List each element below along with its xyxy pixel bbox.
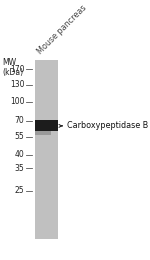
- Text: 55: 55: [15, 132, 24, 141]
- Text: Carboxypeptidase B: Carboxypeptidase B: [67, 121, 148, 131]
- Text: 35: 35: [15, 164, 24, 173]
- Text: MW
(kDa): MW (kDa): [2, 58, 23, 77]
- Bar: [35, 120, 58, 131]
- Text: 130: 130: [10, 80, 24, 89]
- Text: 170: 170: [10, 65, 24, 74]
- Bar: [35, 60, 58, 239]
- Bar: [35, 131, 51, 135]
- Text: 70: 70: [15, 116, 24, 126]
- Text: 40: 40: [15, 150, 24, 159]
- Text: 25: 25: [15, 186, 24, 195]
- Text: Mouse pancreas: Mouse pancreas: [35, 3, 88, 56]
- Text: 100: 100: [10, 97, 24, 106]
